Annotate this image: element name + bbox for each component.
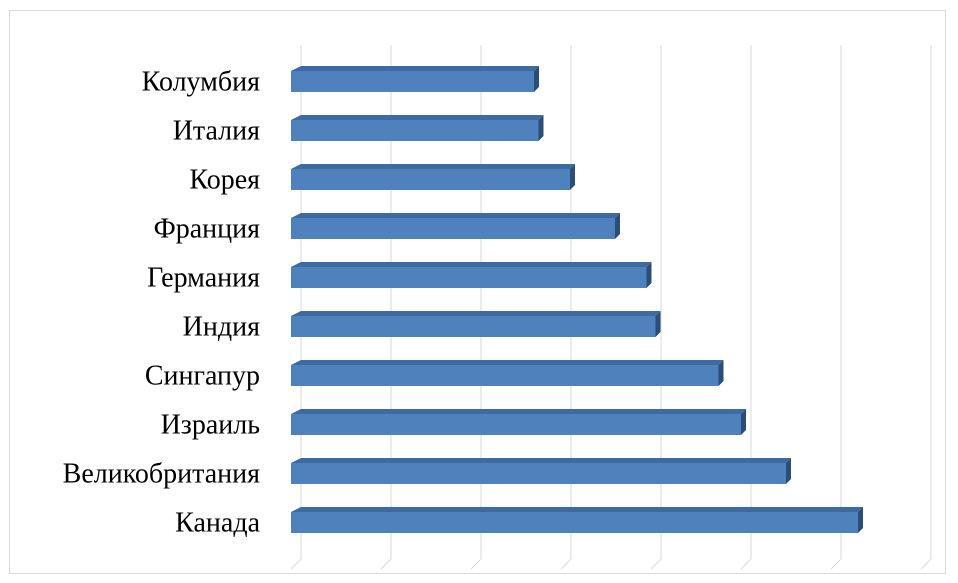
category-label: Корея — [189, 165, 260, 196]
category-label: Индия — [183, 312, 260, 343]
category-label: Италия — [173, 116, 260, 147]
category-labels: Колумбия Италия Корея Франция Германия Индия С… — [63, 67, 261, 539]
gridline — [920, 45, 932, 570]
bar — [291, 507, 863, 533]
category-label: Сингапур — [145, 361, 260, 392]
gridline — [740, 45, 752, 570]
bar — [291, 66, 539, 92]
category-label: Германия — [147, 263, 260, 294]
chart-area: Колумбия Италия Корея Франция Германия Индия С… — [9, 10, 946, 574]
bar — [291, 458, 791, 484]
category-label: Колумбия — [142, 67, 260, 98]
gridline — [560, 45, 572, 570]
bar — [291, 164, 575, 190]
gridline — [830, 45, 842, 570]
category-label: Великобритания — [63, 459, 260, 490]
bar-chart: Колумбия Италия Корея Франция Германия Индия С… — [63, 45, 932, 570]
gridline — [650, 45, 662, 570]
category-label: Канада — [175, 508, 260, 539]
category-label: Франция — [154, 214, 261, 245]
bar — [291, 262, 652, 288]
bar — [291, 213, 620, 239]
bar — [291, 360, 724, 386]
bar — [291, 115, 544, 141]
bar — [291, 409, 746, 435]
bar — [291, 311, 661, 337]
category-label: Израиль — [161, 410, 260, 441]
bars — [291, 66, 863, 533]
